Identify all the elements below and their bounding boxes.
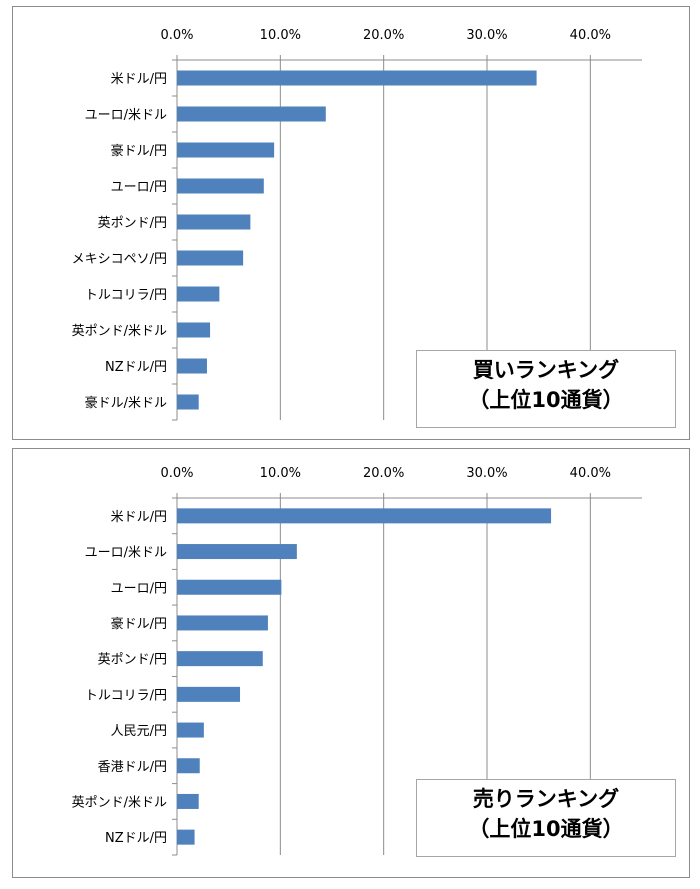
buy-bar — [177, 214, 251, 230]
sell-bar — [177, 722, 204, 738]
sell-category-label: 米ドル/円 — [111, 510, 167, 525]
buy-category-label: NZドル/円 — [105, 360, 167, 375]
buy-category-label: メキシコペソ/円 — [72, 252, 167, 267]
sell-category-label: トルコリラ/円 — [85, 688, 167, 703]
sell-bar — [177, 651, 263, 667]
buy-bar — [177, 250, 244, 266]
sell-bar — [177, 686, 241, 702]
buy-bar — [177, 178, 264, 194]
sell-ranking-chart: 0.0% 10.0% 20.0% 30.0% 40.0% 米ドル/円ユーロ/米ドルユーロ/… — [12, 448, 690, 878]
buy-bar — [177, 142, 275, 158]
sell-category-label: 豪ドル/円 — [111, 616, 167, 632]
sell-x-tick-label: 20.0% — [363, 466, 404, 481]
sell-category-label: 人民元/円 — [111, 724, 167, 739]
buy-x-tick-label: 10.0% — [260, 28, 301, 43]
buy-bar — [177, 286, 220, 302]
buy-bar — [177, 322, 211, 338]
sell-legend-box: 売りランキング （上位10通貨） — [416, 779, 676, 857]
buy-ranking-chart: 0.0% 10.0% 20.0% 30.0% 40.0% 米ドル/円 ユーロ/米ドル 豪ドル/… — [12, 6, 690, 440]
sell-chart-plot: 0.0% 10.0% 20.0% 30.0% 40.0% 米ドル/円ユーロ/米ドルユーロ/… — [72, 466, 642, 856]
buy-bar — [177, 106, 326, 122]
buy-x-tick-label: 0.0% — [160, 28, 193, 43]
buy-x-tick-label: 30.0% — [466, 28, 507, 43]
buy-bar — [177, 70, 537, 86]
sell-bar — [177, 544, 297, 560]
buy-legend-subtitle: （上位10通貨） — [468, 388, 624, 412]
sell-x-tick-label: 30.0% — [466, 466, 507, 481]
buy-category-label: 米ドル/円 — [111, 72, 167, 87]
buy-legend-title: 買いランキング — [472, 358, 620, 382]
sell-legend-title: 売りランキング — [472, 787, 620, 811]
buy-x-tick-label: 20.0% — [363, 28, 404, 43]
sell-bar — [177, 579, 282, 595]
buy-bar — [177, 394, 199, 410]
sell-bar — [177, 829, 195, 845]
sell-category-label: 英ポンド/円 — [98, 653, 167, 668]
buy-legend-box: 買いランキング （上位10通貨） — [416, 350, 676, 428]
sell-category-label: 英ポンド/米ドル — [72, 795, 167, 810]
sell-x-tick-label: 0.0% — [160, 466, 193, 481]
buy-x-tick-label: 40.0% — [570, 28, 611, 43]
sell-category-label: ユーロ/米ドル — [85, 546, 167, 561]
sell-bar — [177, 508, 552, 524]
buy-category-label: 英ポンド/円 — [98, 216, 167, 231]
sell-category-label: NZドル/円 — [105, 831, 167, 846]
sell-x-tick-label: 10.0% — [260, 466, 301, 481]
sell-category-label: ユーロ/円 — [111, 581, 167, 596]
sell-bar — [177, 758, 200, 774]
buy-category-label: 豪ドル/米ドル — [85, 395, 167, 411]
buy-chart-plot: 0.0% 10.0% 20.0% 30.0% 40.0%米ドル/円ユーロ/米ドル豪ドル/… — [72, 28, 642, 421]
buy-bar — [177, 358, 207, 374]
buy-category-label: ユーロ/円 — [111, 180, 167, 195]
buy-category-label: トルコリラ/円 — [85, 288, 167, 303]
sell-bar — [177, 615, 268, 631]
buy-category-label: 英ポンド/米ドル — [72, 324, 167, 339]
buy-category-label: 豪ドル/円 — [111, 143, 167, 159]
buy-category-label: ユーロ/米ドル — [85, 108, 167, 123]
sell-bar — [177, 793, 199, 809]
sell-legend-subtitle: （上位10通貨） — [468, 817, 624, 841]
sell-x-tick-label: 40.0% — [570, 466, 611, 481]
sell-category-label: 香港ドル/円 — [98, 760, 167, 775]
